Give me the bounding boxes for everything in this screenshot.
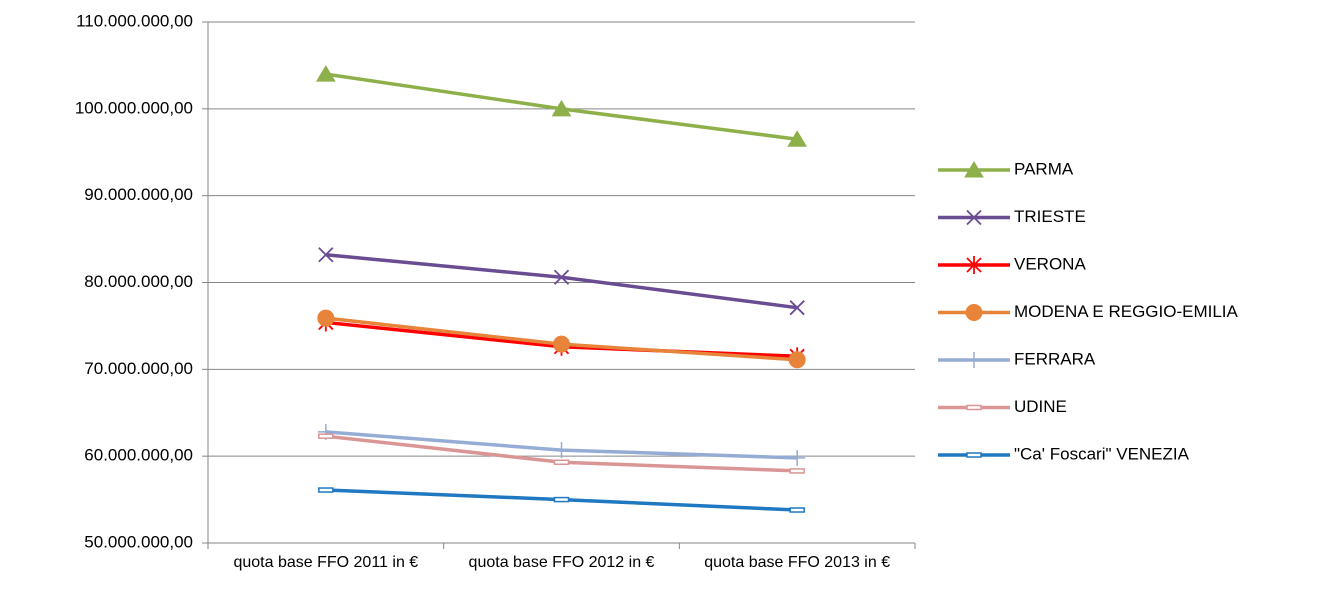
data-point	[789, 468, 805, 474]
data-point	[318, 487, 334, 493]
legend-label: PARMA	[1014, 159, 1074, 178]
y-tick-label: 70.000.000,00	[84, 359, 193, 378]
y-tick-label: 80.000.000,00	[84, 272, 193, 291]
y-tick-label: 100.000.000,00	[75, 98, 193, 117]
data-point	[789, 507, 805, 513]
legend-marker	[966, 209, 982, 226]
x-tick-label: quota base FFO 2013 in €	[704, 554, 891, 571]
legend-marker	[964, 161, 984, 178]
data-point	[318, 247, 334, 263]
x-tick-label: quota base FFO 2011 in €	[233, 554, 419, 571]
data-point	[553, 496, 570, 503]
legend-marker	[966, 352, 982, 368]
data-point	[318, 433, 334, 439]
data-point	[553, 442, 570, 459]
legend-label: VERONA	[1014, 254, 1086, 273]
x-tick-label: quota base FFO 2012 in €	[468, 554, 655, 571]
data-point	[553, 335, 570, 353]
y-tick-label: 50.000.000,00	[84, 532, 193, 551]
legend-label: MODENA E REGGIO-EMILIA	[1014, 302, 1239, 321]
legend-label: UDINE	[1014, 397, 1067, 416]
legend-marker	[965, 304, 983, 321]
legend-label: "Ca' Foscari" VENEZIA	[1014, 444, 1190, 463]
data-point	[315, 65, 336, 82]
legend-label: FERRARA	[1014, 349, 1096, 368]
y-tick-label: 60.000.000,00	[84, 446, 193, 465]
data-point	[551, 99, 572, 117]
data-point	[789, 300, 805, 316]
data-point	[789, 449, 806, 466]
data-point	[788, 351, 806, 369]
legend-label: TRIESTE	[1014, 207, 1086, 226]
data-point	[553, 459, 570, 465]
series-line	[325, 252, 798, 310]
data-point	[553, 269, 570, 285]
legend-marker	[966, 256, 982, 274]
data-point	[787, 130, 808, 147]
data-point	[317, 309, 335, 327]
y-tick-label: 90.000.000,00	[84, 185, 193, 204]
y-tick-label: 110.000.000,00	[76, 11, 193, 30]
legend-marker	[966, 452, 982, 458]
legend-marker	[966, 404, 982, 411]
